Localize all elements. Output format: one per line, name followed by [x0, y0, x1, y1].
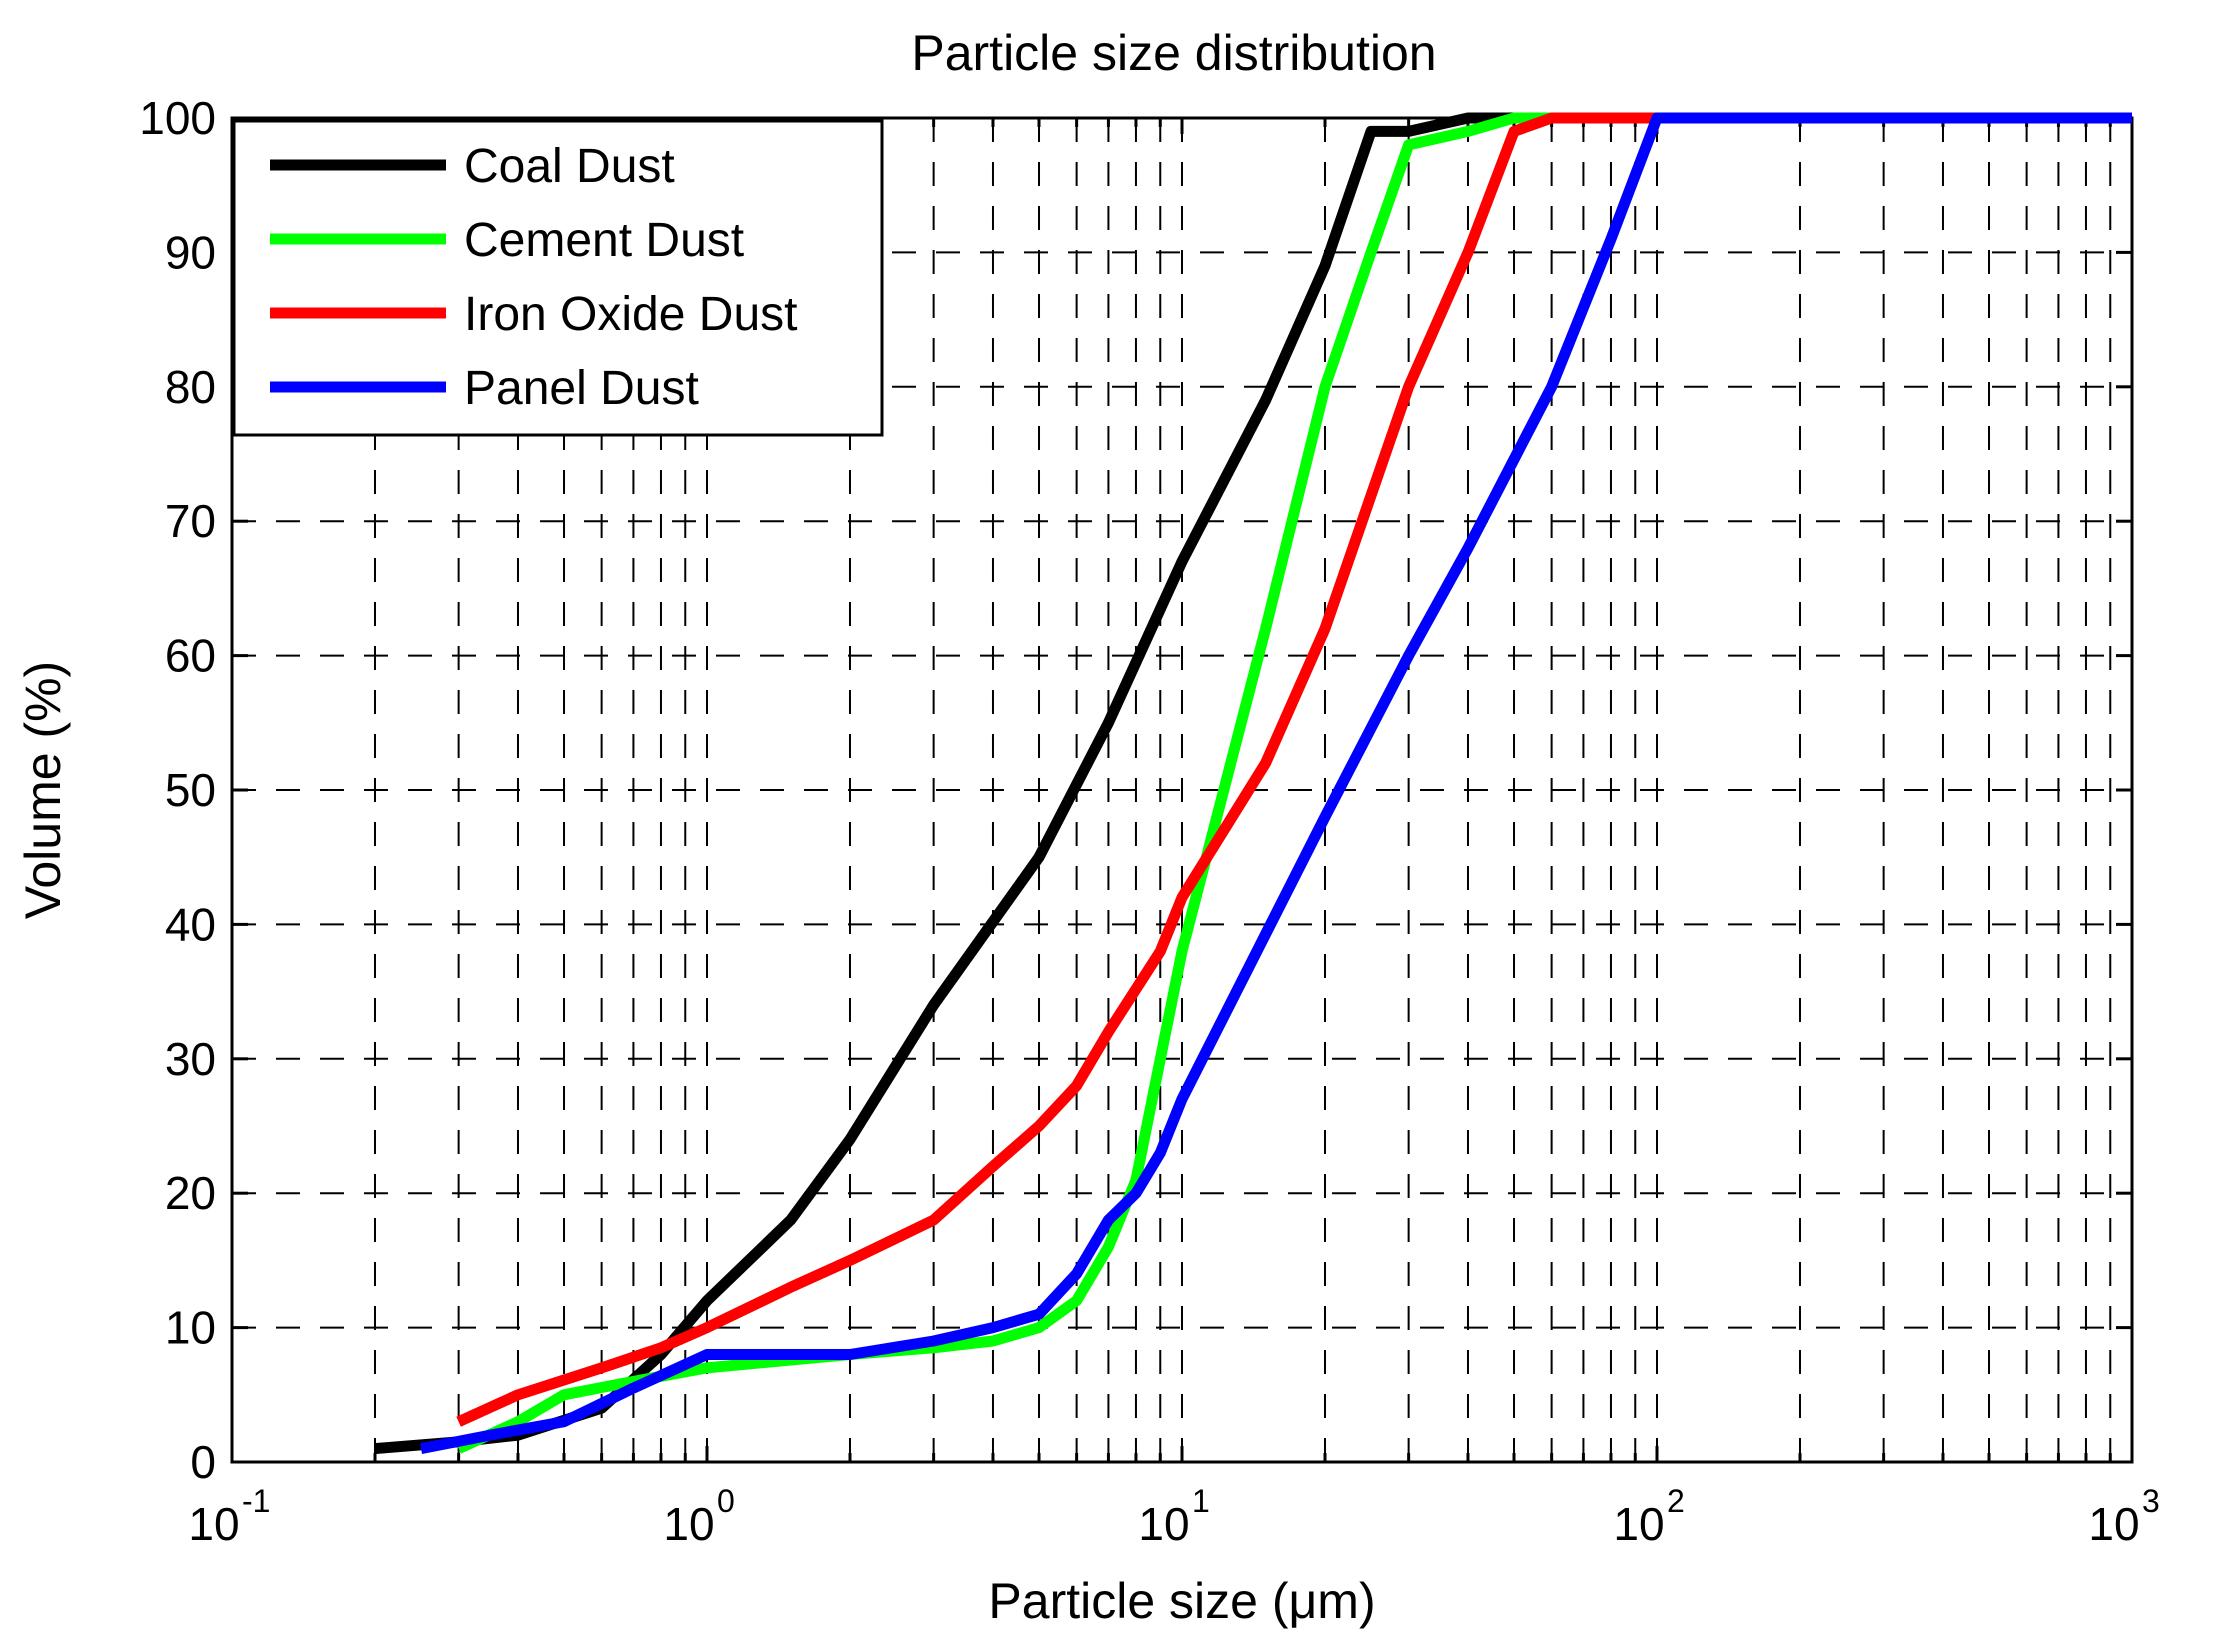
y-tick-label: 70: [165, 495, 216, 547]
y-tick-label: 0: [190, 1436, 216, 1488]
y-tick-label: 50: [165, 764, 216, 816]
legend-label: Coal Dust: [464, 140, 675, 193]
x-tick-label: 10: [2088, 1498, 2139, 1550]
series-group: [374, 112, 2132, 1455]
legend-label: Cement Dust: [464, 214, 744, 267]
y-tick-label: 20: [165, 1167, 216, 1219]
x-tick-exponent: 3: [2142, 1483, 2160, 1519]
x-tick-label: 10: [1613, 1498, 1664, 1550]
x-tick-exponent: -1: [242, 1483, 270, 1519]
y-axis-label: Volume (%): [15, 661, 71, 919]
x-tick-label: 10: [1138, 1498, 1189, 1550]
y-tick-label: 10: [165, 1302, 216, 1354]
x-tick-exponent: 1: [1192, 1483, 1210, 1519]
legend-label: Iron Oxide Dust: [464, 288, 797, 341]
x-tick-label: 10: [188, 1498, 239, 1550]
series-line-iron-oxide-dust: [456, 112, 2132, 1427]
x-axis-label: Particle size (μm): [988, 1573, 1375, 1629]
y-tick-label: 80: [165, 361, 216, 413]
chart-title: Particle size distribution: [911, 25, 1436, 81]
y-tick-label: 30: [165, 1033, 216, 1085]
y-tick-label: 40: [165, 898, 216, 950]
series-line-panel-dust: [419, 112, 2132, 1454]
x-tick-exponent: 0: [717, 1483, 735, 1519]
legend: Coal Dust Cement Dust Iron Oxide Dust Panel…: [232, 119, 884, 437]
x-tick-exponent: 2: [1667, 1483, 1685, 1519]
y-tick-label: 90: [165, 226, 216, 278]
legend-label: Panel Dust: [464, 362, 699, 415]
y-tick-label: 60: [165, 630, 216, 682]
x-tick-label: 10: [663, 1498, 714, 1550]
y-tick-label: 100: [139, 92, 216, 144]
